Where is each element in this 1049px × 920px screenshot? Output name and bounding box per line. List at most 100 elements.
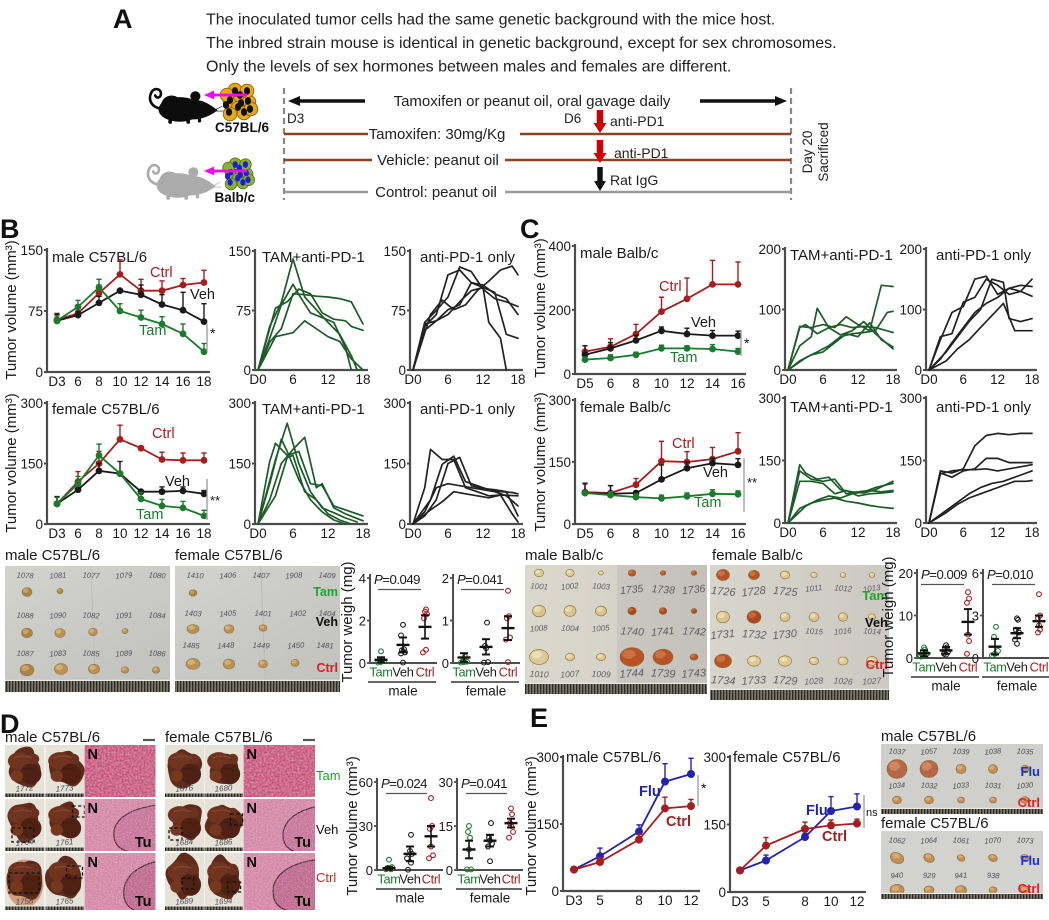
svg-text:1742: 1742: [682, 625, 706, 638]
svg-text:938: 938: [987, 871, 1001, 881]
svg-text:Tam: Tam: [983, 660, 1006, 675]
svg-text:1731: 1731: [710, 628, 736, 642]
svg-text:150: 150: [383, 244, 406, 259]
svg-text:1735: 1735: [619, 583, 644, 597]
svg-text:1740: 1740: [620, 625, 644, 638]
svg-text:75: 75: [236, 303, 251, 318]
svg-text:Ctrl: Ctrl: [502, 872, 521, 887]
svg-text:2: 2: [359, 613, 366, 628]
svg-text:10: 10: [654, 526, 669, 541]
svg-text:30: 30: [439, 775, 453, 790]
svg-text:6: 6: [960, 525, 968, 540]
svg-text:6: 6: [972, 566, 979, 581]
svg-text:200: 200: [758, 242, 781, 257]
svg-text:Veh: Veh: [316, 615, 338, 629]
svg-text:Veh: Veh: [190, 287, 215, 303]
svg-text:150: 150: [536, 817, 559, 832]
svg-text:Tu: Tu: [135, 894, 152, 910]
svg-text:D: D: [0, 709, 20, 739]
svg-text:Rat IgG: Rat IgG: [610, 172, 658, 188]
svg-text:Veh: Veh: [691, 315, 716, 331]
svg-text:12: 12: [849, 894, 864, 909]
svg-text:1729: 1729: [773, 674, 798, 688]
svg-text:1028: 1028: [804, 675, 824, 686]
svg-text:0: 0: [551, 884, 559, 899]
svg-text:Ctrl: Ctrl: [866, 657, 888, 672]
svg-text:1908: 1908: [285, 570, 303, 580]
svg-text:300: 300: [899, 391, 922, 406]
svg-text:8: 8: [635, 893, 643, 908]
svg-text:6: 6: [289, 526, 297, 541]
svg-text:1733: 1733: [741, 674, 767, 688]
svg-text:1448: 1448: [217, 640, 235, 650]
svg-text:The inbred strain mouse is ide: The inbred strain mouse is identical in …: [206, 35, 837, 52]
svg-text:female Balb/c: female Balb/c: [580, 399, 671, 416]
svg-text:75: 75: [391, 303, 406, 318]
svg-text:Tam: Tam: [694, 495, 721, 511]
svg-text:Tam: Tam: [313, 585, 338, 599]
svg-text:1485: 1485: [182, 641, 200, 651]
svg-text:300: 300: [228, 396, 251, 411]
svg-text:0: 0: [773, 516, 781, 531]
svg-text:N: N: [88, 747, 98, 763]
svg-text:anti-PD-1 only: anti-PD-1 only: [420, 249, 516, 266]
svg-text:1694: 1694: [214, 896, 233, 907]
svg-text:female: female: [997, 679, 1038, 694]
svg-text:D0: D0: [920, 525, 937, 540]
svg-text:D0: D0: [404, 372, 421, 387]
svg-text:1684: 1684: [175, 837, 194, 848]
svg-text:male: male: [395, 891, 424, 906]
svg-text:Ctrl: Ctrl: [150, 265, 173, 281]
svg-text:1732: 1732: [742, 628, 767, 642]
svg-text:The inoculated tumor cells had: The inoculated tumor cells had the same …: [206, 12, 775, 29]
svg-text:6: 6: [607, 526, 615, 541]
svg-text:1739: 1739: [651, 667, 676, 680]
svg-text:1034: 1034: [888, 780, 905, 790]
svg-text:16: 16: [175, 374, 190, 389]
svg-text:male: male: [388, 684, 417, 699]
svg-text:1070: 1070: [984, 835, 1002, 845]
svg-text:TAM+anti-PD-1: TAM+anti-PD-1: [262, 249, 365, 266]
svg-text:4: 4: [359, 571, 366, 586]
svg-text:Veh: Veh: [1006, 660, 1027, 675]
svg-text:300: 300: [536, 750, 559, 765]
svg-text:A: A: [113, 4, 133, 34]
svg-text:0: 0: [718, 885, 726, 900]
svg-text:1037: 1037: [889, 746, 907, 756]
svg-text:1031: 1031: [985, 780, 1002, 790]
svg-text:Tumor volume (mm³): Tumor volume (mm³): [532, 238, 549, 377]
svg-text:P=0.009: P=0.009: [921, 567, 967, 582]
svg-text:anti-PD1: anti-PD1: [614, 145, 669, 161]
svg-text:1005: 1005: [592, 623, 611, 634]
svg-text:1014: 1014: [863, 626, 882, 636]
svg-text:16: 16: [730, 376, 745, 391]
svg-text:Veh: Veh: [475, 665, 496, 680]
svg-text:5: 5: [596, 893, 604, 908]
svg-text:1080: 1080: [148, 571, 166, 581]
svg-text:Tamoxifen or peanut oil, oral: Tamoxifen or peanut oil, oral gavage dai…: [394, 93, 671, 110]
svg-text:1676: 1676: [175, 783, 194, 794]
svg-text:1085: 1085: [82, 649, 100, 659]
svg-text:1012: 1012: [834, 583, 853, 594]
svg-text:Veh: Veh: [165, 474, 190, 490]
svg-text:Flu: Flu: [1021, 853, 1041, 868]
svg-text:1009: 1009: [591, 669, 611, 680]
svg-text:0: 0: [914, 363, 922, 378]
svg-text:male C57BL/6: male C57BL/6: [52, 249, 147, 266]
svg-text:14: 14: [705, 526, 721, 541]
svg-text:TAM+anti-PD-1: TAM+anti-PD-1: [790, 247, 893, 264]
svg-text:Tumor volume (mm³): Tumor volume (mm³): [532, 392, 549, 531]
svg-text:150: 150: [20, 243, 43, 258]
svg-text:0: 0: [972, 651, 979, 666]
svg-text:TAM+anti-PD-1: TAM+anti-PD-1: [262, 401, 365, 418]
svg-text:D5: D5: [576, 526, 593, 541]
svg-text:12: 12: [990, 372, 1005, 387]
svg-text:150: 150: [548, 455, 571, 470]
svg-text:1057: 1057: [920, 746, 938, 756]
svg-text:female C57BL/6: female C57BL/6: [52, 401, 160, 418]
svg-text:*: *: [701, 780, 707, 796]
svg-text:D3: D3: [48, 526, 65, 541]
svg-text:14: 14: [154, 374, 170, 389]
svg-text:Tam: Tam: [316, 768, 341, 783]
svg-text:10: 10: [823, 894, 838, 909]
